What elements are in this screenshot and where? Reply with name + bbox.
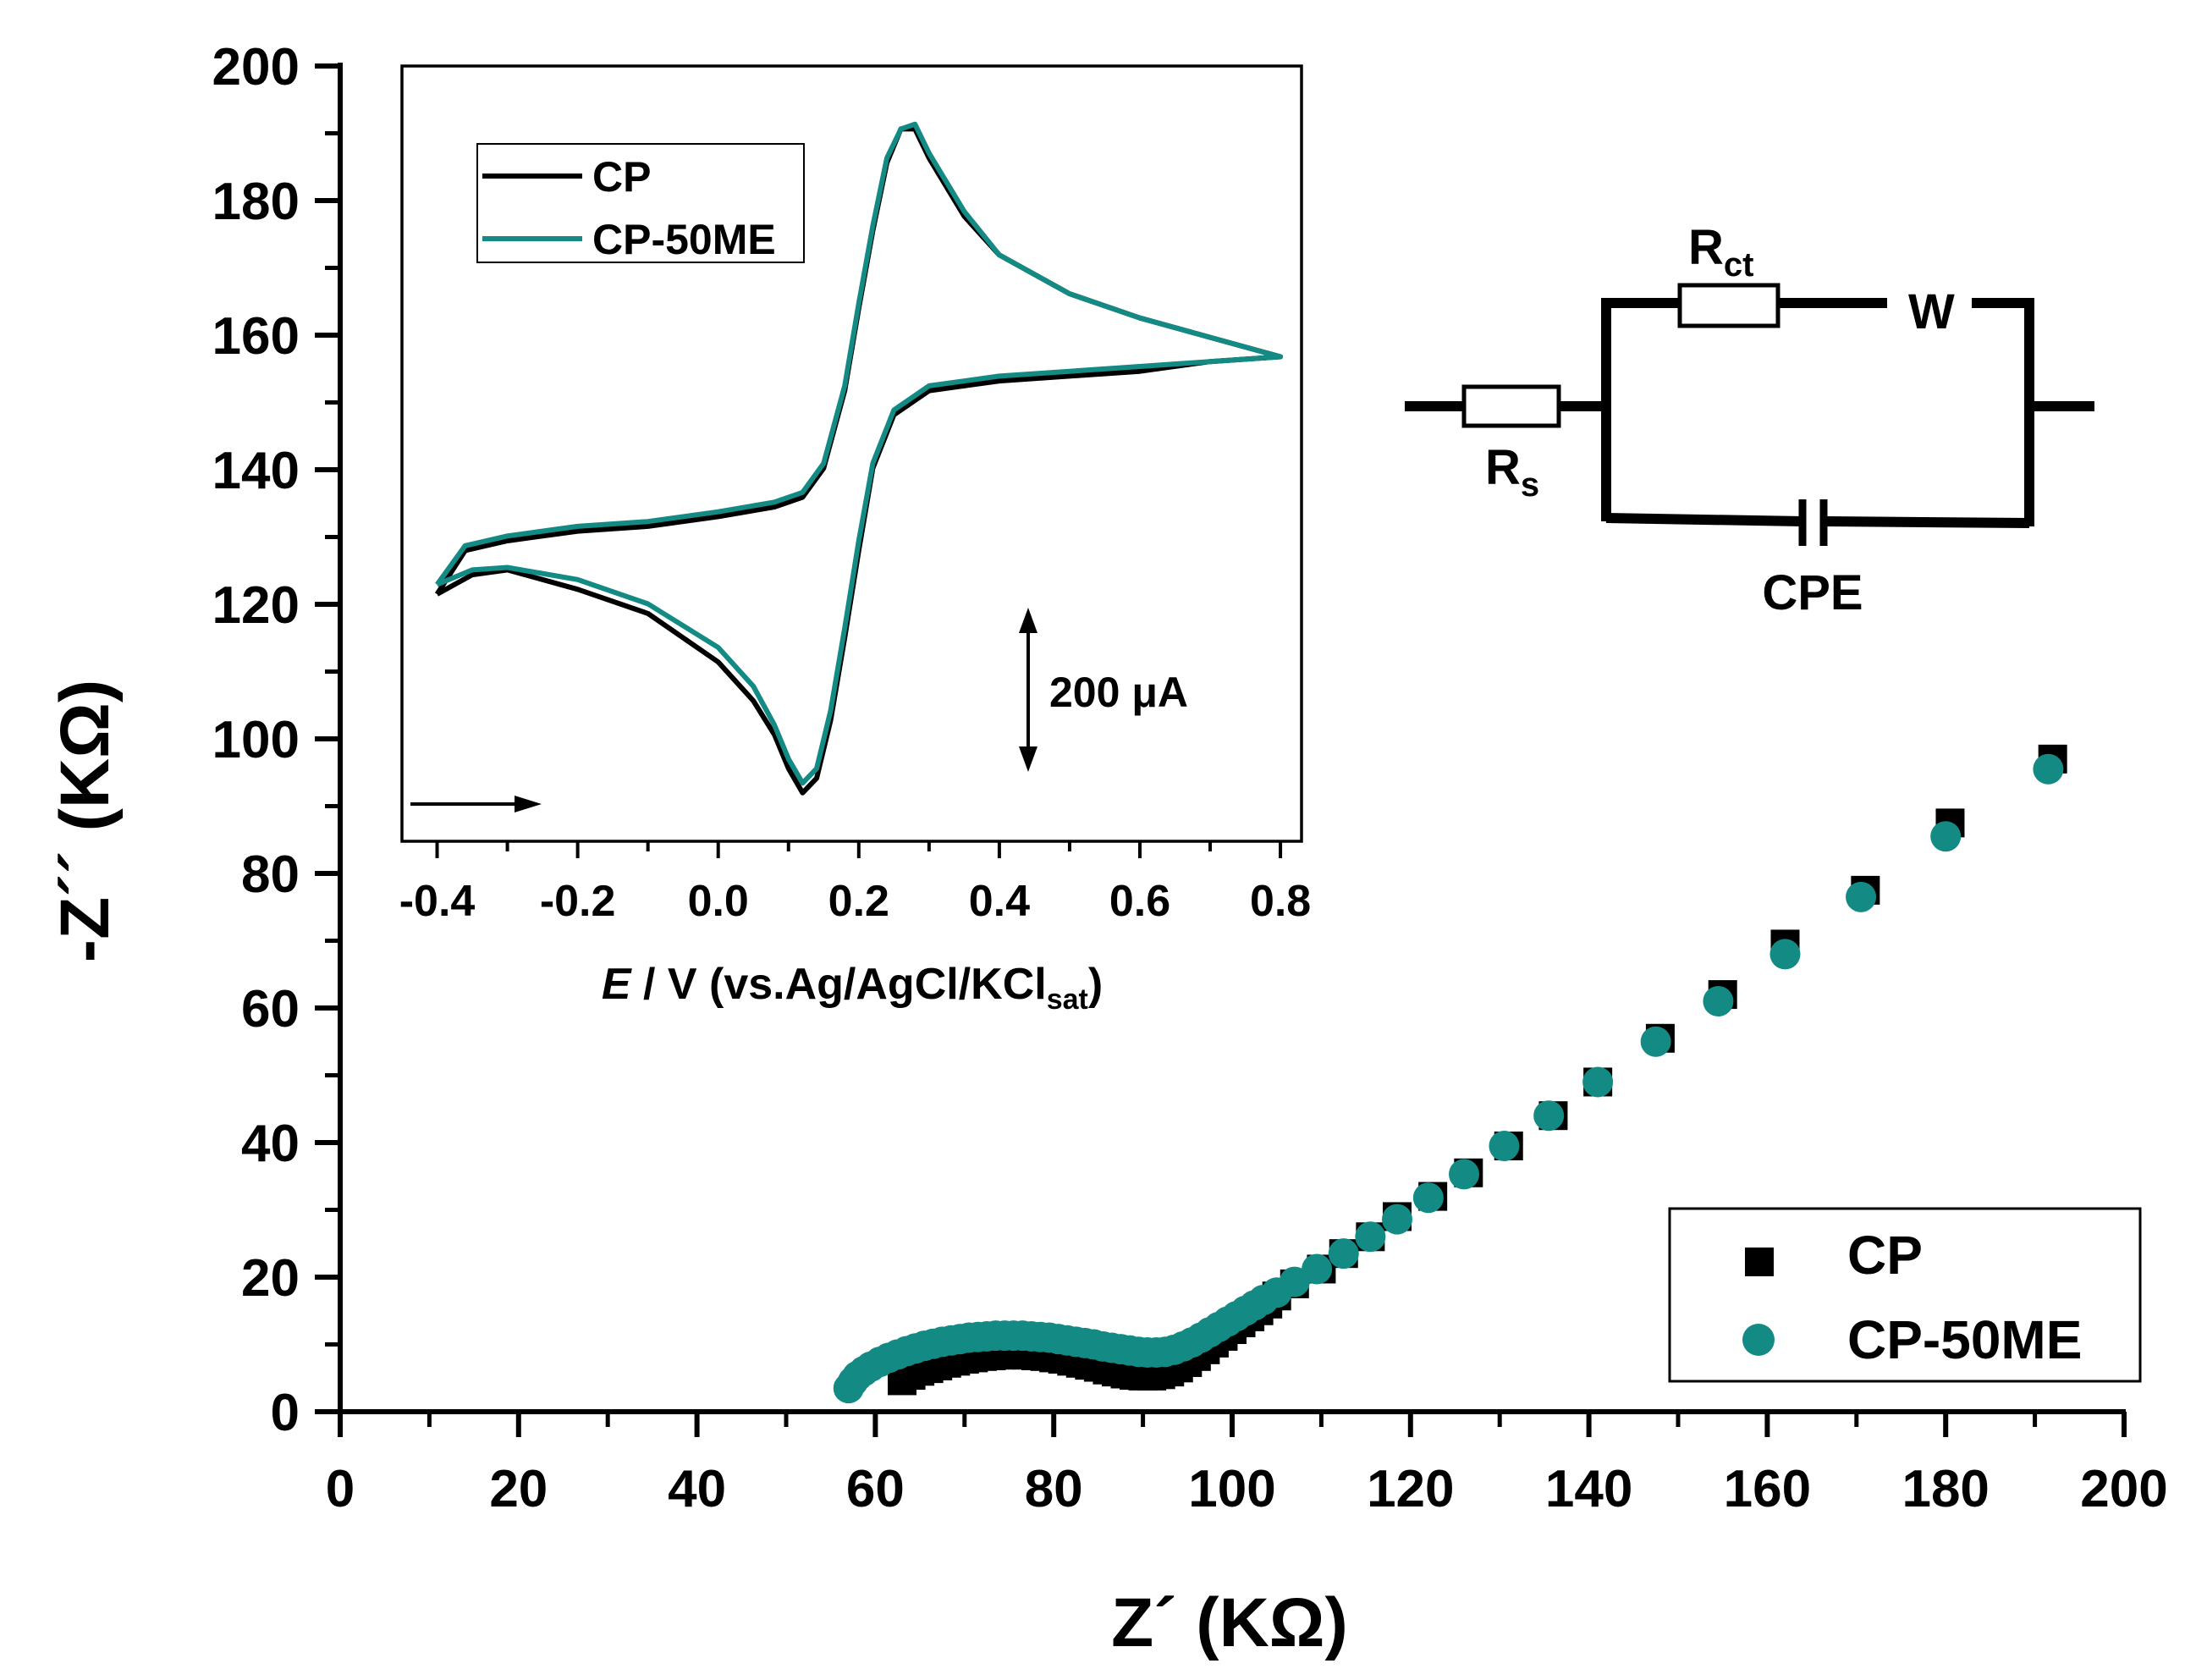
scan-direction-arrow-icon <box>410 796 542 812</box>
legend-label-cp50me: CP-50ME <box>1847 1309 2082 1370</box>
inset-legend: CP CP-50ME <box>476 143 805 263</box>
inset-x-axis: -0.4 -0.2 0.0 0.2 0.4 0.6 0.8 <box>399 841 1311 926</box>
x-tick-label: 180 <box>1902 1460 1989 1518</box>
main-x-axis: 0 20 40 60 80 100 120 140 160 180 200 <box>326 1409 2168 1518</box>
legend-marker-cp50me <box>1742 1324 1775 1356</box>
x-tick-label: 200 <box>2080 1460 2167 1518</box>
inset-x-axis-title: E / V (vs.Ag/AgCl/KClsat) <box>602 960 1103 1016</box>
main-chart: 0 20 40 60 80 100 120 140 160 180 200 0 20 40 60 80 100… <box>47 38 2168 1661</box>
equivalent-circuit <box>1405 283 2094 546</box>
y-tick-label: 40 <box>241 1115 300 1173</box>
data-point-cp50me <box>1533 1100 1565 1132</box>
inset-x-tick-label: 0.2 <box>828 877 889 926</box>
inset-x-tick-label: -0.2 <box>540 877 616 926</box>
data-point-cp50me <box>1489 1130 1520 1161</box>
main-legend: CP CP-50ME <box>1668 1207 2142 1383</box>
y-tick-label: 180 <box>212 173 300 231</box>
y-tick-label: 60 <box>241 980 300 1038</box>
data-point-cp50me <box>2033 753 2064 785</box>
x-tick-label: 100 <box>1188 1460 1275 1518</box>
data-point-cp50me <box>1703 986 1734 1017</box>
data-point-cp50me <box>1355 1221 1386 1253</box>
data-point-cp50me <box>1582 1066 1614 1098</box>
inset-x-tick-label: -0.4 <box>399 877 476 926</box>
x-tick-label: 40 <box>668 1460 726 1518</box>
inset-series <box>434 121 1284 796</box>
w-label: W <box>1908 284 1955 339</box>
inset-legend-label-cp50me: CP-50ME <box>592 216 776 263</box>
main-y-axis-title: -Z´´ (KΩ) <box>47 680 124 962</box>
inset-x-tick-label: 0.8 <box>1250 877 1311 926</box>
scale-bar-label: 200 μA <box>1049 669 1188 716</box>
x-tick-label: 20 <box>489 1460 548 1518</box>
data-point-cp50me <box>1328 1238 1359 1270</box>
inset-x-tick-label: 0.4 <box>969 877 1030 926</box>
scale-bar-arrow-down-icon <box>1019 746 1037 772</box>
y-tick-label: 120 <box>212 576 300 635</box>
y-tick-label: 160 <box>212 307 300 366</box>
main-legend-box <box>1668 1207 2142 1383</box>
data-point-cp50me <box>1846 881 1877 912</box>
rs-label: Rs <box>1485 440 1539 504</box>
inset-x-tick-label: 0.0 <box>688 877 749 926</box>
data-point-cp50me <box>1302 1253 1333 1285</box>
scale-bar: 200 μA <box>1019 608 1188 772</box>
x-tick-label: 60 <box>846 1460 905 1518</box>
legend-label-cp: CP <box>1847 1225 1923 1286</box>
legend-marker-cp <box>1745 1248 1774 1276</box>
data-point-cp50me <box>1449 1159 1480 1190</box>
y-tick-label: 20 <box>241 1249 300 1308</box>
data-point-cp50me <box>1412 1182 1444 1214</box>
y-tick-label: 200 <box>212 38 300 96</box>
resistor-rs <box>1461 384 1561 428</box>
data-point-cp50me <box>1930 821 1962 852</box>
inset-legend-label-cp: CP <box>592 153 651 201</box>
rct-label: Rct <box>1688 220 1753 284</box>
inset-legend-box <box>476 143 805 263</box>
x-tick-label: 140 <box>1545 1460 1632 1518</box>
data-point-cp50me <box>1640 1026 1671 1057</box>
main-x-axis-title: Z´ (KΩ) <box>1111 1584 1348 1661</box>
inset-x-tick-label: 0.6 <box>1109 877 1170 926</box>
scale-bar-arrow-up-icon <box>1019 608 1037 633</box>
y-tick-label: 140 <box>212 442 300 500</box>
main-series <box>833 744 2067 1404</box>
wire-bottom-left <box>1605 513 1803 526</box>
data-point-cp50me <box>1279 1266 1310 1297</box>
wire-bottom-right <box>1823 516 2030 528</box>
x-tick-label: 120 <box>1367 1460 1454 1518</box>
main-y-axis: 0 20 40 60 80 100 120 140 160 180 200 <box>212 38 343 1442</box>
x-tick-label: 80 <box>1025 1460 1083 1518</box>
x-tick-label: 0 <box>326 1460 355 1518</box>
data-point-cp50me <box>1381 1204 1412 1235</box>
data-point-cp50me <box>1769 939 1801 970</box>
y-tick-label: 80 <box>241 846 300 904</box>
resistor-rct <box>1677 283 1780 328</box>
inset-series-cp50me <box>435 121 1284 786</box>
cpe-label: CPE <box>1762 565 1863 620</box>
y-tick-label: 0 <box>271 1384 300 1442</box>
inset-chart: -0.4 -0.2 0.0 0.2 0.4 0.6 0.8 E / V (vs.Ag/AgC… <box>399 64 1311 1016</box>
x-tick-label: 160 <box>1724 1460 1811 1518</box>
y-tick-label: 100 <box>212 711 300 769</box>
